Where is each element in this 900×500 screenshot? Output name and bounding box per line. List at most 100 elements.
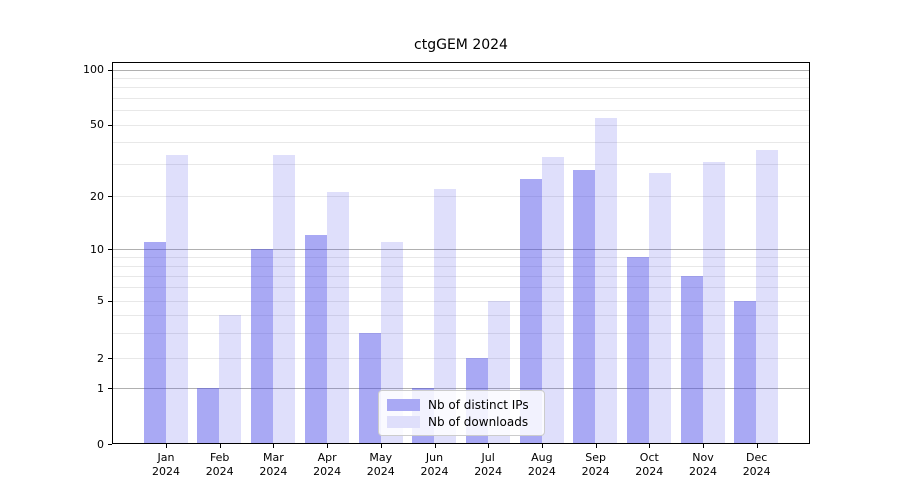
y-tick-mark [108,388,112,389]
grid-line-major [113,249,809,251]
grid-line-minor [113,287,809,289]
plot-border-right [809,62,810,444]
x-tick-label-year: 2024 [581,465,610,478]
chart-title: ctgGEM 2024 [414,37,508,53]
x-tick-mark [649,444,651,448]
bar-distinct-ips-aug [519,178,542,444]
x-tick-label-jan: Jan 2024 [139,451,193,479]
bar-distinct-ips-oct [627,257,649,444]
grid-line-minor [113,110,809,112]
bar-downloads-jun [434,188,457,444]
y-tick-label: 0 [97,437,104,451]
grid-line-minor [113,275,809,277]
grid-line-minor [113,141,809,143]
x-tick-label-jul: Jul 2024 [461,451,515,479]
x-tick-label-year: 2024 [527,465,556,478]
bar-downloads-oct [649,172,671,444]
y-tick-label: 100 [83,63,104,76]
bar-distinct-ips-nov [680,275,703,444]
grid-line-minor [113,164,809,166]
x-tick-label-year: 2024 [689,465,717,478]
x-tick-mark [327,444,329,448]
bar-distinct-ips-sep [573,169,596,444]
x-tick-label-year: 2024 [205,465,234,478]
y-tick-mark [108,69,112,71]
grid-line-major [113,388,809,389]
legend-item-distinct-ips: Nb of distinct IPs [379,398,544,412]
y-tick-mark [108,358,112,359]
y-tick-label: 20 [90,189,104,203]
x-tick-label-dec: Dec 2024 [730,451,784,479]
y-tick-mark [108,300,112,302]
x-tick-mark [273,444,275,448]
grid-line-minor [113,300,809,302]
bar-downloads-jan [165,154,188,444]
bar-distinct-ips-dec [734,300,757,444]
x-axis-line [112,443,810,444]
y-tick-mark [108,249,112,251]
y-tick-label: 2 [97,351,104,365]
bar-downloads-dec [756,150,779,444]
grid-line-major [113,69,809,71]
x-tick-mark [434,444,436,448]
bar-downloads-nov [702,161,725,444]
grid-line-minor [113,257,809,259]
grid-line-minor [113,265,809,267]
bar-distinct-ips-feb [197,388,220,444]
x-tick-label-year: 2024 [474,465,503,478]
x-tick-mark [219,444,221,448]
bar-downloads-aug [541,156,564,444]
y-tick-mark [108,124,112,126]
x-tick-label-year: 2024 [420,465,449,478]
x-tick-mark [703,444,704,448]
bar-downloads-sep [595,118,618,444]
x-tick-label-apr: Apr 2024 [300,451,354,479]
x-tick-mark [488,444,490,448]
plot-border-top [112,62,810,63]
bar-downloads-apr [326,192,349,444]
x-tick-mark [595,444,597,448]
x-tick-label-year: 2024 [635,465,664,478]
bar-downloads-feb [219,314,242,444]
y-tick-label: 5 [97,294,104,308]
y-tick-label: 50 [90,118,104,131]
y-tick-mark [108,196,112,197]
bar-distinct-ips-mar [251,249,274,444]
x-tick-label-aug: Aug 2024 [515,451,569,479]
x-tick-label-year: 2024 [152,465,180,478]
legend-label-downloads: Nb of downloads [428,414,529,429]
x-tick-label-nov: Nov 2024 [676,451,730,479]
legend-swatch-downloads [387,415,420,428]
legend-swatch-distinct-ips [387,398,420,411]
x-tick-label-year: 2024 [366,465,395,478]
x-tick-label-may: May 2024 [354,451,408,479]
x-tick-mark [541,444,543,448]
bar-distinct-ips-apr [304,235,327,444]
bar-downloads-mar [273,154,296,444]
grid-line-minor [113,97,809,99]
grid-line-minor [113,196,809,197]
x-tick-label-year: 2024 [259,465,288,478]
grid-line-minor [113,358,809,359]
x-tick-mark [756,444,758,448]
x-tick-label-mar: Mar 2024 [246,451,300,479]
legend-item-downloads: Nb of downloads [379,415,544,429]
x-tick-mark [166,444,167,448]
x-tick-label-feb: Feb 2024 [193,451,247,479]
legend: Nb of distinct IPs Nb of downloads [378,390,545,436]
plot-area [112,62,810,444]
y-tick-label: 1 [97,381,104,395]
x-tick-label-year: 2024 [742,465,771,478]
x-tick-label-oct: Oct 2024 [622,451,676,479]
x-tick-label-year: 2024 [313,465,342,478]
bar-distinct-ips-jan [143,241,166,444]
y-axis-line [112,62,113,444]
x-tick-label-jun: Jun 2024 [408,451,462,479]
bar-distinct-ips-may [358,332,381,444]
grid-line-minor [113,87,809,89]
legend-label-distinct-ips: Nb of distinct IPs [428,397,529,412]
grid-line-minor [113,332,809,334]
grid-line-minor [113,77,809,79]
x-tick-mark [380,444,382,448]
